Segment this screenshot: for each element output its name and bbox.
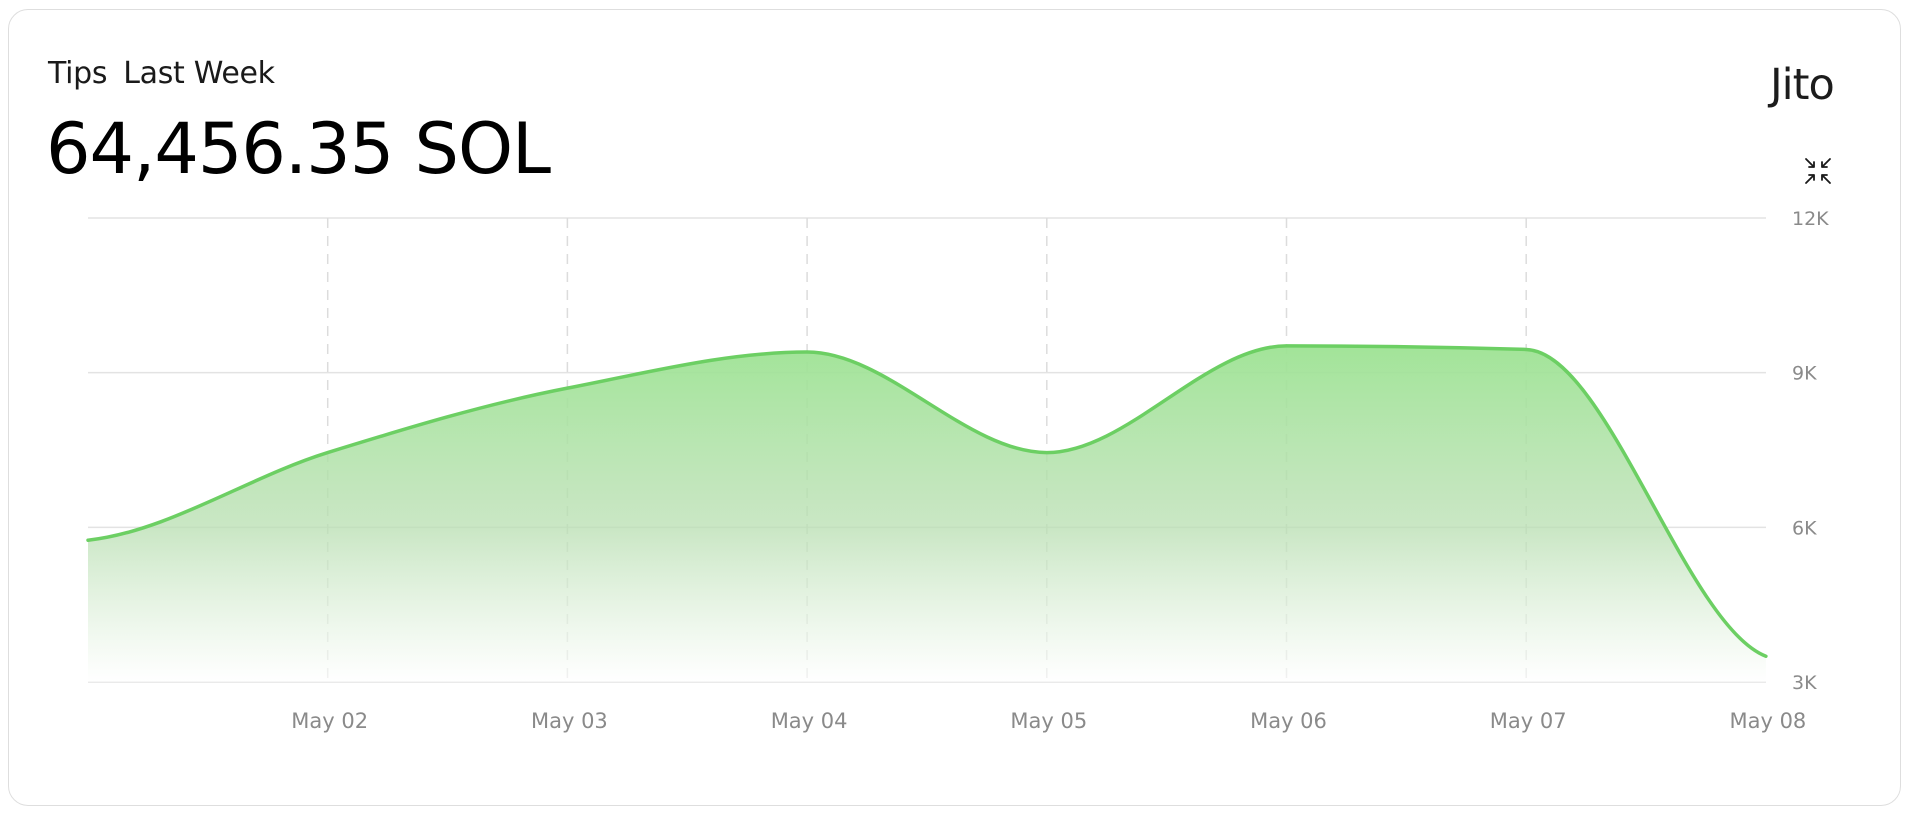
y-tick-label: 3K	[1792, 672, 1817, 694]
chart-header: Tips Last Week	[48, 56, 275, 91]
period-label: Last Week	[123, 56, 275, 91]
collapse-arrows-icon	[1805, 158, 1831, 184]
series-line	[86, 344, 1768, 658]
x-tick-label: May 05	[1010, 709, 1087, 733]
x-axis-tick-labels: May 02 May 03 May 04 May 05 May 06 May 07 May …	[291, 709, 1806, 733]
x-tick-label: May 07	[1490, 709, 1567, 733]
y-tick-label: 9K	[1792, 363, 1817, 385]
x-tick-label: May 02	[291, 709, 368, 733]
area-fill	[88, 345, 1766, 682]
x-tick-label: May 08	[1729, 709, 1806, 733]
y-axis-tick-labels: 3K 6K 9K 12K	[1792, 208, 1829, 694]
collapse-button[interactable]	[1802, 155, 1834, 187]
total-tips-value: 64,456.35 SOL	[46, 108, 551, 190]
metric-label: Tips	[48, 56, 108, 91]
jito-logo: Jito	[1770, 60, 1835, 110]
y-tick-label: 6K	[1792, 517, 1817, 539]
x-tick-label: May 03	[531, 709, 608, 733]
x-tick-label: May 06	[1250, 709, 1327, 733]
x-tick-label: May 04	[771, 709, 848, 733]
y-tick-label: 12K	[1792, 208, 1829, 230]
